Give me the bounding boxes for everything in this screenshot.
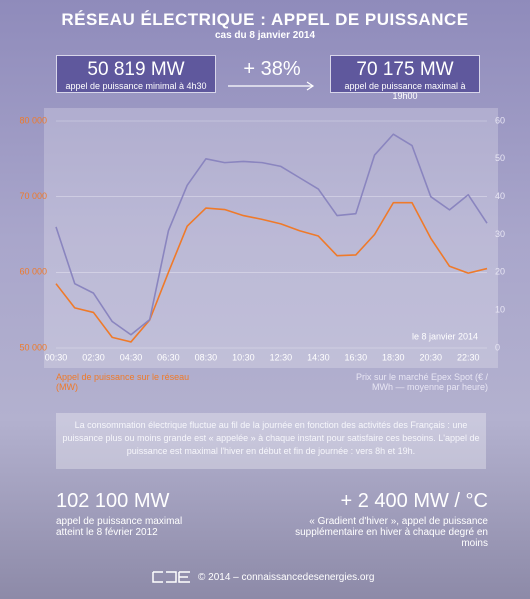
y-tick-label: 70 000: [19, 191, 47, 201]
footer: © 2014 – connaissancedesenergies.org: [198, 572, 375, 583]
chart-background: [44, 108, 498, 368]
title: RÉSEAU ÉLECTRIQUE : APPEL DE PUISSANCE: [61, 10, 469, 29]
x-tick-label: 08:30: [195, 352, 218, 362]
legend-demand: Appel de puissance sur le réseau (MW): [56, 372, 190, 392]
y-tick-label: 60 000: [19, 267, 47, 277]
chart: 50 000 60 000 70 000 80 000 0 10 20 30 40 50 60 00:…: [19, 108, 506, 368]
x-tick-label: 16:30: [345, 352, 368, 362]
min-value: 50 819 MW: [87, 59, 185, 80]
y2-tick-label: 50: [495, 153, 505, 163]
y2-tick-label: 20: [495, 267, 505, 277]
min-box: 50 819 MW appel de puissance minimal à 4…: [56, 55, 216, 93]
y2-tick-label: 40: [495, 191, 505, 201]
x-tick-label: 18:30: [382, 352, 405, 362]
max-label: appel de puissance maximal à 19h00: [344, 81, 466, 101]
y2-tick-label: 10: [495, 305, 505, 315]
x-tick-label: 22:30: [457, 352, 480, 362]
x-tick-label: 00:30: [45, 352, 68, 362]
y2-tick-label: 30: [495, 229, 505, 239]
fact-value: + 2 400 MW / °C: [340, 490, 489, 512]
logo: [152, 571, 190, 583]
x-tick-label: 06:30: [157, 352, 180, 362]
x-tick-label: 14:30: [307, 352, 330, 362]
fact-value: 102 100 MW: [56, 490, 170, 512]
min-label: appel de puissance minimal à 4h30: [65, 81, 207, 91]
y2-tick-label: 60: [495, 115, 505, 125]
fact-label: appel de puissance maximal atteint le 8 …: [56, 516, 183, 538]
x-tick-label: 20:30: [420, 352, 443, 362]
annotation: le 8 janvier 2014: [412, 331, 478, 341]
note: La consommation électrique fluctue au fi…: [56, 413, 486, 469]
max-value: 70 175 MW: [356, 59, 454, 80]
series-line: [55, 133, 488, 336]
x-tick-label: 12:30: [270, 352, 293, 362]
x-tick-label: 02:30: [82, 352, 105, 362]
y2-tick-label: 0: [495, 342, 500, 352]
arrow: [228, 81, 315, 91]
max-box: 70 175 MW appel de puissance maximal à 1…: [330, 55, 480, 101]
legend-price: Prix sur le marché Epex Spot (€ / MWh — …: [355, 372, 488, 392]
change: + 38%: [243, 58, 301, 80]
fact-label: « Gradient d'hiver », appel de puissance…: [295, 516, 488, 549]
x-tick-label: 10:30: [232, 352, 255, 362]
y-tick-label: 50 000: [19, 342, 47, 352]
y-tick-label: 80 000: [19, 115, 47, 125]
series-line: [55, 201, 488, 343]
subtitle: cas du 8 janvier 2014: [214, 30, 316, 41]
x-tick-label: 04:30: [120, 352, 143, 362]
